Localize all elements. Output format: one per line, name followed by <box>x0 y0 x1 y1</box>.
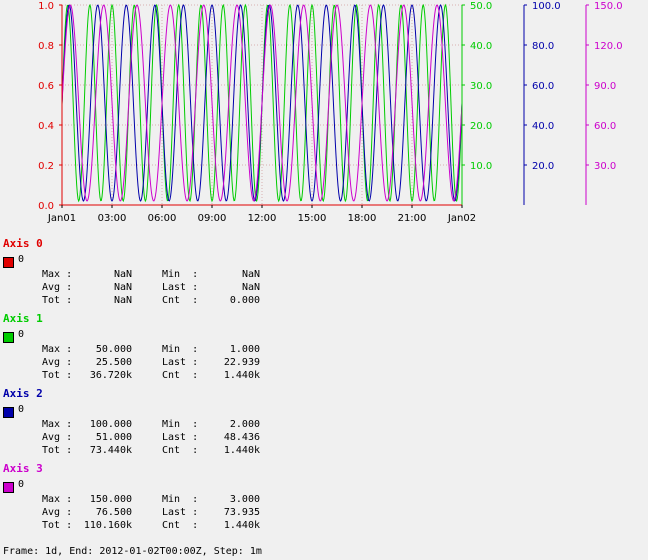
stat-value-tot: NaN <box>113 295 132 306</box>
axis3-tick-label: 150.0 <box>594 1 623 12</box>
axis0-tick-label: 0.6 <box>38 81 54 92</box>
x-tick-label: 06:00 <box>148 213 177 224</box>
stat-value-max: 150.000 <box>89 494 132 505</box>
axis1-tick-label: 40.0 <box>470 41 492 52</box>
stat-value-min: 2.000 <box>229 419 260 430</box>
stat-value-max: 100.000 <box>89 419 132 430</box>
stat-label-min: Min : <box>162 344 199 355</box>
stat-label-min: Min : <box>162 269 199 280</box>
axis1-tick-label: 30.0 <box>470 81 492 92</box>
legend-title-axis3: Axis 3 <box>3 462 43 475</box>
axis3-tick-label: 120.0 <box>594 41 623 52</box>
axis2-tick-label: 100.0 <box>532 1 561 12</box>
legend-series-label: 0 <box>18 479 25 490</box>
stat-value-tot: 36.720k <box>89 370 132 381</box>
footer-info: Frame: 1d, End: 2012-01-02T00:00Z, Step:… <box>3 546 262 557</box>
stat-value-avg: 25.500 <box>95 357 132 368</box>
stat-value-cnt: 1.440k <box>223 520 260 531</box>
legend-swatch-axis3 <box>3 482 14 493</box>
stat-value-min: NaN <box>241 269 260 280</box>
x-tick-label: Jan01 <box>47 213 76 224</box>
stat-value-cnt: 0.000 <box>229 295 260 306</box>
stat-label-max: Max : <box>42 344 73 355</box>
axis0-tick-label: 0.2 <box>38 161 54 172</box>
legend-title-axis1: Axis 1 <box>3 312 43 325</box>
stat-label-last: Last : <box>162 432 199 443</box>
series-line-3 <box>61 4 463 202</box>
axis0-tick-label: 0.4 <box>38 121 54 132</box>
stat-value-max: NaN <box>113 269 132 280</box>
stat-label-last: Last : <box>162 357 199 368</box>
axis1-tick-label: 50.0 <box>470 1 492 12</box>
stat-label-cnt: Cnt : <box>162 295 199 306</box>
stat-label-max: Max : <box>42 269 73 280</box>
stat-value-last: 48.436 <box>223 432 260 443</box>
stat-label-last: Last : <box>162 282 199 293</box>
stat-label-avg: Avg : <box>42 432 73 443</box>
stat-value-cnt: 1.440k <box>223 370 260 381</box>
legend-swatch-axis0 <box>3 257 14 268</box>
legend-series-label: 0 <box>18 404 25 415</box>
legend-title-axis2: Axis 2 <box>3 387 43 400</box>
axis1-tick-label: 10.0 <box>470 161 492 172</box>
stat-value-avg: 76.500 <box>95 507 132 518</box>
stat-value-min: 1.000 <box>229 344 260 355</box>
legend-swatch-axis2 <box>3 407 14 418</box>
x-tick-label: 15:00 <box>298 213 327 224</box>
x-tick-label: 03:00 <box>98 213 127 224</box>
series-lines <box>61 3 463 203</box>
stat-label-max: Max : <box>42 494 73 505</box>
x-tick-label: 12:00 <box>248 213 277 224</box>
axis3-tick-label: 30.0 <box>594 161 616 172</box>
stat-label-cnt: Cnt : <box>162 370 199 381</box>
stat-label-tot: Tot : <box>42 520 73 531</box>
axis0-tick-label: 1.0 <box>38 1 54 12</box>
chart: 0.0 0.2 0.4 0.6 0.8 1.0 10.0 20.0 30.0 40.0 50.0 20… <box>38 1 623 224</box>
stat-value-min: 3.000 <box>229 494 260 505</box>
stat-value-avg: 51.000 <box>95 432 132 443</box>
axes: 0.0 0.2 0.4 0.6 0.8 1.0 10.0 20.0 30.0 40.0 50.0 20… <box>38 1 623 224</box>
x-tick-label: Jan02 <box>447 213 476 224</box>
stat-value-tot: 73.440k <box>89 445 132 456</box>
axis2-tick-label: 40.0 <box>532 121 554 132</box>
axis2-tick-label: 60.0 <box>532 81 554 92</box>
stat-label-min: Min : <box>162 419 199 430</box>
legend-series-label: 0 <box>18 329 25 340</box>
legend-title-axis0: Axis 0 <box>3 237 43 250</box>
stat-value-last: 73.935 <box>223 507 260 518</box>
axis1-tick-label: 20.0 <box>470 121 492 132</box>
axis0-tick-label: 0.8 <box>38 41 54 52</box>
stat-value-cnt: 1.440k <box>223 445 260 456</box>
stat-value-last: 22.939 <box>223 357 260 368</box>
stat-value-max: 50.000 <box>95 344 132 355</box>
stat-label-avg: Avg : <box>42 507 73 518</box>
stat-value-tot: 110.160k <box>83 520 132 531</box>
stat-label-max: Max : <box>42 419 73 430</box>
x-tick-label: 18:00 <box>348 213 377 224</box>
axis0-tick-label: 0.0 <box>38 201 54 212</box>
stat-value-last: NaN <box>241 282 260 293</box>
legend-series-label: 0 <box>18 254 25 265</box>
stat-label-tot: Tot : <box>42 445 73 456</box>
stat-label-avg: Avg : <box>42 282 73 293</box>
x-tick-label: 09:00 <box>198 213 227 224</box>
stat-label-tot: Tot : <box>42 370 73 381</box>
stat-label-avg: Avg : <box>42 357 73 368</box>
stat-label-cnt: Cnt : <box>162 520 199 531</box>
stat-label-cnt: Cnt : <box>162 445 199 456</box>
axis2-tick-label: 20.0 <box>532 161 554 172</box>
x-tick-label: 21:00 <box>398 213 427 224</box>
stat-value-avg: NaN <box>113 282 132 293</box>
legend-swatch-axis1 <box>3 332 14 343</box>
axis3-tick-label: 60.0 <box>594 121 616 132</box>
stat-label-tot: Tot : <box>42 295 73 306</box>
stat-label-last: Last : <box>162 507 199 518</box>
axis2-tick-label: 80.0 <box>532 41 554 52</box>
axis3-tick-label: 90.0 <box>594 81 616 92</box>
stat-label-min: Min : <box>162 494 199 505</box>
